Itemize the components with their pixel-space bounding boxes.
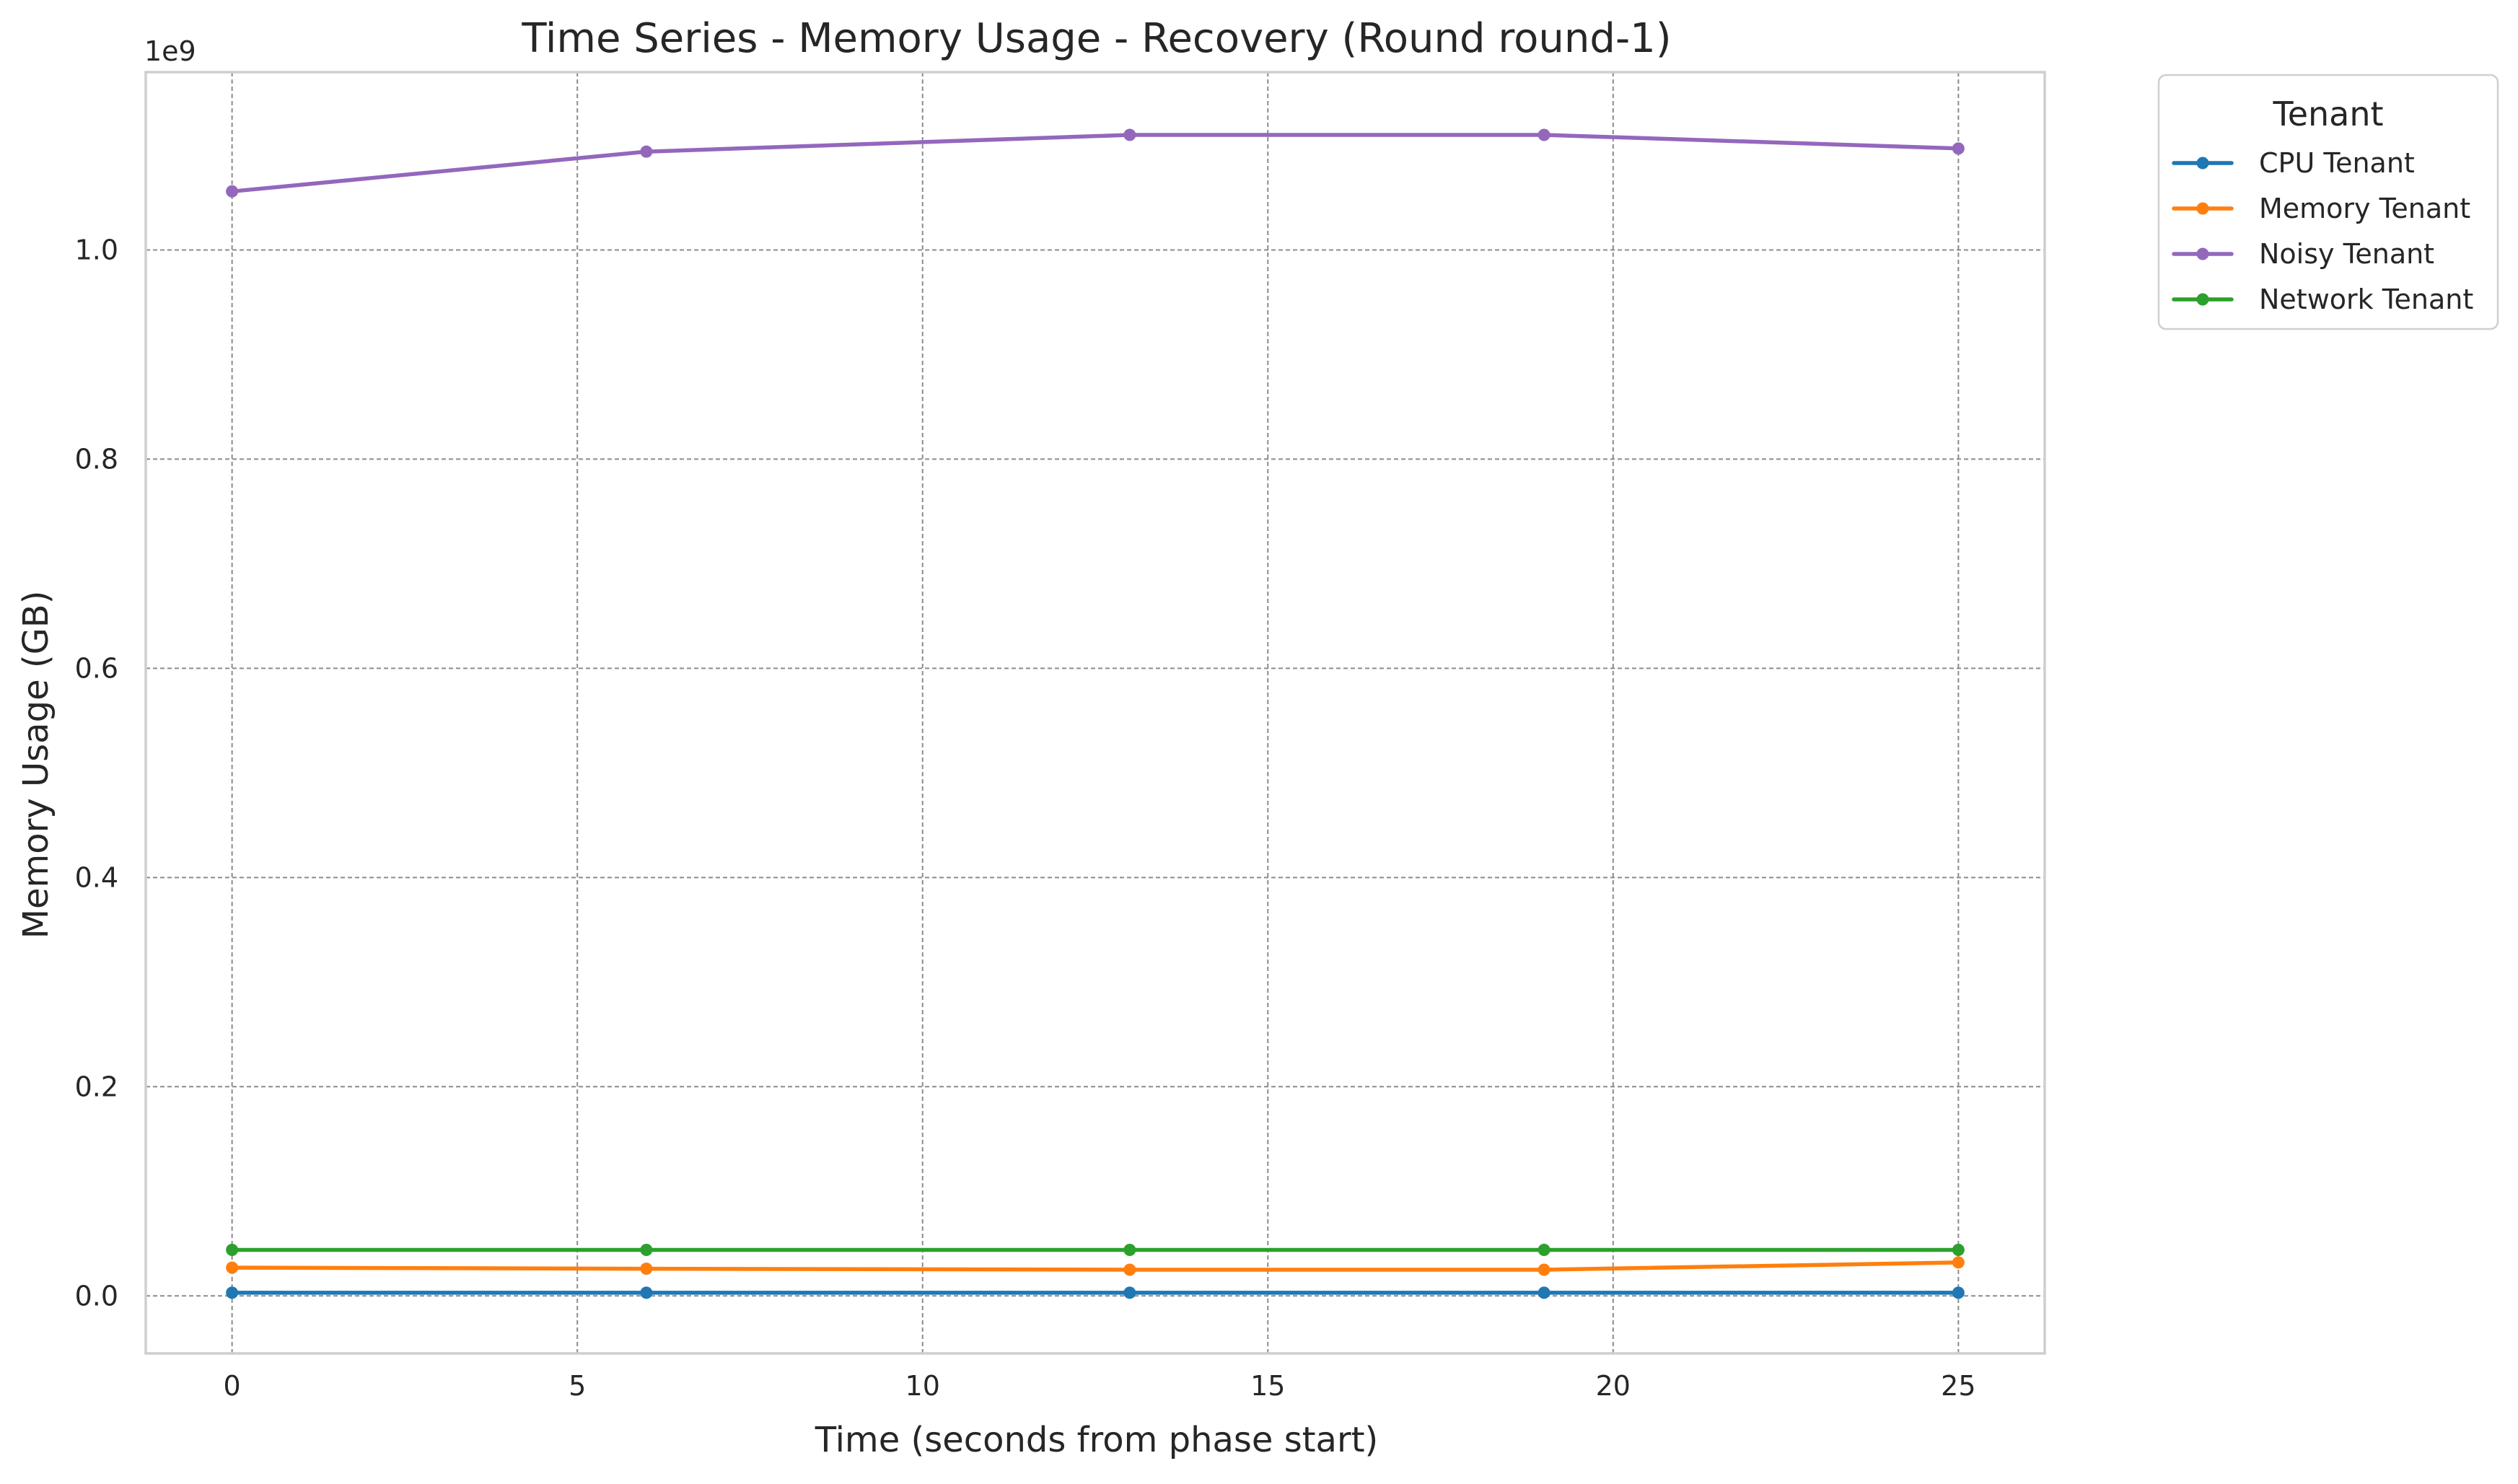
data-point-noisy-tenant (640, 145, 653, 158)
y-tick-label: 0.2 (75, 1071, 118, 1102)
data-point-noisy-tenant (1123, 128, 1136, 141)
data-point-noisy-tenant (1537, 128, 1550, 141)
data-point-memory-tenant (1952, 1256, 1965, 1269)
y-tick-label: 0.4 (75, 861, 118, 893)
legend-entry-noisy-tenant: Noisy Tenant (2172, 238, 2434, 270)
series-layer (226, 128, 1965, 1299)
y-tick-label: 0.0 (75, 1280, 118, 1312)
data-point-cpu-tenant (1123, 1286, 1136, 1299)
x-axis-label: Time (seconds from phase start) (815, 1420, 1379, 1460)
data-point-noisy-tenant (226, 185, 239, 198)
y-tick-label: 0.8 (75, 443, 118, 475)
x-tick-label: 10 (905, 1370, 940, 1402)
x-tick-label: 25 (1941, 1370, 1975, 1402)
series-memory-tenant (226, 1256, 1965, 1276)
legend-label: Noisy Tenant (2259, 238, 2434, 270)
data-point-noisy-tenant (1952, 142, 1965, 155)
legend-entries: CPU Tenant Memory Tenant Noisy Tenant Netwo… (2172, 147, 2473, 315)
data-point-cpu-tenant (1952, 1286, 1965, 1299)
x-tick-label: 5 (569, 1370, 586, 1402)
data-point-network-tenant (1952, 1243, 1965, 1256)
data-point-memory-tenant (1537, 1263, 1550, 1276)
legend: Tenant CPU Tenant Memory Tenant Noisy Tena… (2157, 74, 2499, 330)
x-tick-label: 0 (224, 1370, 241, 1402)
series-network-tenant (226, 1243, 1965, 1256)
legend-label: Network Tenant (2259, 284, 2473, 315)
data-point-memory-tenant (226, 1261, 239, 1274)
legend-entry-cpu-tenant: CPU Tenant (2172, 147, 2415, 179)
legend-label: Memory Tenant (2259, 193, 2470, 224)
legend-entry-memory-tenant: Memory Tenant (2172, 193, 2470, 224)
chart-title: Time Series - Memory Usage - Recovery (R… (521, 15, 1671, 62)
data-point-network-tenant (1123, 1243, 1136, 1256)
grid (146, 72, 2045, 1353)
legend-swatch-marker (2196, 202, 2209, 215)
x-tick-label: 20 (1596, 1370, 1631, 1402)
data-point-network-tenant (226, 1243, 239, 1256)
legend-title: Tenant (2272, 95, 2383, 133)
series-noisy-tenant (226, 128, 1965, 198)
legend-frame (2157, 74, 2499, 330)
data-point-cpu-tenant (1537, 1286, 1550, 1299)
legend-entry-network-tenant: Network Tenant (2172, 284, 2473, 315)
y-tick-label: 0.6 (75, 652, 118, 684)
data-point-network-tenant (640, 1243, 653, 1256)
data-point-cpu-tenant (640, 1286, 653, 1299)
y-axis-offset-label: 1e9 (144, 35, 196, 67)
legend-swatch-marker (2196, 247, 2209, 260)
series-cpu-tenant (226, 1286, 1965, 1299)
y-tick-label: 1.0 (75, 234, 118, 265)
plot-frame (144, 71, 2046, 1355)
data-point-memory-tenant (640, 1263, 653, 1276)
data-point-cpu-tenant (226, 1286, 239, 1299)
y-axis-label: Memory Usage (GB) (16, 591, 56, 939)
data-point-memory-tenant (1123, 1263, 1136, 1276)
legend-label: CPU Tenant (2259, 147, 2415, 179)
x-tick-label: 15 (1250, 1370, 1285, 1402)
data-point-network-tenant (1537, 1243, 1550, 1256)
legend-swatch-marker (2196, 157, 2209, 170)
legend-swatch-marker (2196, 293, 2209, 306)
tick-labels: 0 5 10 15 20 25 0.0 0.2 0.4 0.6 0.8 1.0 (75, 234, 1976, 1402)
